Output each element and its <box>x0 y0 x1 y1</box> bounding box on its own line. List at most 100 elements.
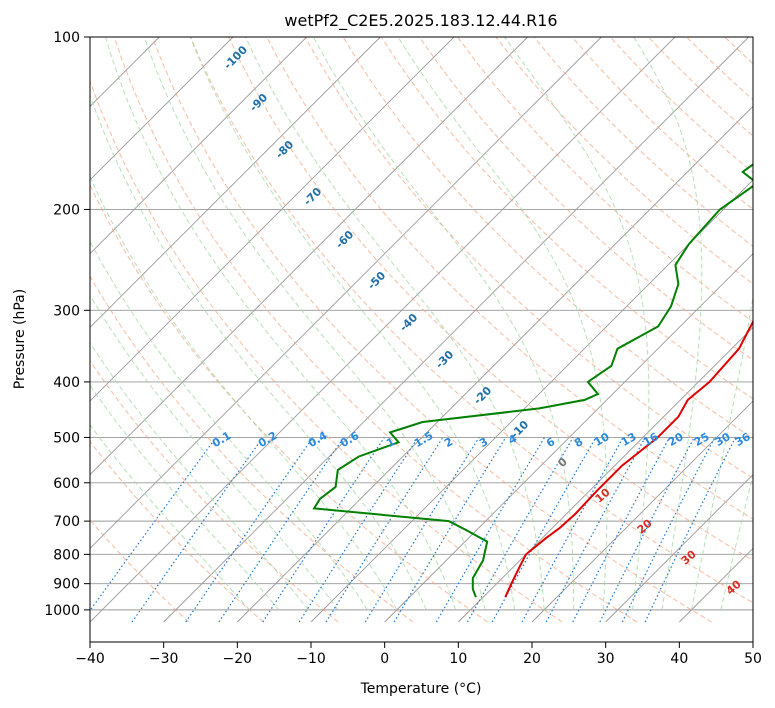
isotherm-line <box>90 37 234 181</box>
dry-adiabat-line <box>113 37 638 623</box>
x-tick-label: 0 <box>380 651 389 667</box>
moist-adiabat-line <box>312 37 575 610</box>
moist-adiabat-line <box>90 341 309 611</box>
isotherm-line <box>90 37 528 476</box>
isotherm-line <box>90 37 455 402</box>
moist-adiabat-line <box>189 37 516 610</box>
dry-adiabat-line <box>90 275 414 623</box>
mixing-ratio-label: 0.2 <box>256 429 279 450</box>
y-tick-label: 900 <box>53 577 80 593</box>
mixing-ratio-line <box>545 437 646 623</box>
moist-adiabat-line <box>633 37 703 610</box>
moist-adiabat-label: 0 <box>556 455 570 470</box>
y-tick-label: 500 <box>53 430 80 446</box>
isotherm-line <box>384 253 753 623</box>
y-tick-label: 300 <box>53 303 80 319</box>
y-tick-label: 200 <box>53 202 80 218</box>
y-tick-label: 800 <box>53 547 80 563</box>
temperature-profile <box>504 319 753 598</box>
x-tick-label: 10 <box>449 651 467 667</box>
moist-adiabat-line <box>105 37 457 611</box>
moist-adiabat-line <box>397 37 608 610</box>
moist-adiabat-label: 40 <box>724 577 744 597</box>
moist-adiabat-line <box>720 473 753 611</box>
mixing-ratio-label: 20 <box>666 430 686 449</box>
mixing-ratio-line <box>218 437 345 623</box>
dry-adiabat-label: -20 <box>471 384 494 407</box>
dry-adiabat-label: -70 <box>301 185 324 208</box>
y-axis-ticks: 100 200 300 400 500 600 700 800 900 1000 <box>44 30 90 619</box>
dry-adiabat-line <box>495 37 753 285</box>
x-tick-label: −40 <box>75 651 105 667</box>
x-tick-label: 40 <box>670 651 688 667</box>
moist-adiabat-line <box>90 423 250 611</box>
mixing-ratio-label: 0.6 <box>338 429 362 450</box>
dry-adiabat-line <box>648 37 753 137</box>
isotherm-line <box>90 37 602 549</box>
mixing-ratio-label: 30 <box>713 430 733 449</box>
dry-adiabat-label: -50 <box>365 269 388 292</box>
dry-adiabat-label: -40 <box>397 311 420 334</box>
mixing-ratio-line <box>325 437 444 623</box>
mixing-ratio-label: 36 <box>733 430 753 449</box>
dry-adiabat-line <box>90 359 339 623</box>
moist-adiabat-line <box>691 294 753 610</box>
mixing-ratio-line <box>621 437 716 623</box>
sounding-series <box>312 163 753 598</box>
isotherm-lines <box>90 37 753 623</box>
mixing-ratio-line <box>435 437 546 623</box>
mixing-ratio-line <box>262 437 385 623</box>
dry-adiabat-line <box>90 183 488 623</box>
isotherm-line <box>605 474 753 623</box>
moist-adiabat-line <box>245 37 545 610</box>
mixing-ratio-line <box>599 437 695 623</box>
y-tick-label: 100 <box>53 30 80 46</box>
dry-adiabat-label: -100 <box>221 43 250 72</box>
y-tick-label: 1000 <box>44 603 80 619</box>
dry-adiabat-line <box>90 519 190 623</box>
moist-adiabat-line <box>90 384 280 611</box>
mixing-ratio-label: 10 <box>592 430 612 449</box>
dry-adiabat-line <box>342 37 753 439</box>
dewpoint-profile <box>312 163 753 598</box>
isobar-lines <box>90 37 753 611</box>
dry-adiabat-line <box>571 37 753 210</box>
isotherm-line <box>752 621 753 623</box>
mixing-ratio-label: 0.1 <box>210 429 233 450</box>
dry-adiabat-line <box>304 37 753 479</box>
mixing-ratio-label: 16 <box>641 430 661 449</box>
x-tick-label: 50 <box>744 651 762 667</box>
dry-adiabat-label: -60 <box>333 228 356 251</box>
mixing-ratio-label: 0.4 <box>306 429 330 450</box>
x-tick-label: 20 <box>523 651 541 667</box>
mixing-ratio-line <box>131 437 264 623</box>
dry-adiabat-line <box>151 37 712 623</box>
dry-adiabat-line <box>90 79 563 623</box>
isotherm-line <box>531 400 753 623</box>
dry-adiabat-line <box>190 37 753 604</box>
mixing-ratio-line <box>572 437 671 623</box>
dry-adiabat-lines <box>90 37 775 623</box>
mixing-ratio-line <box>364 437 480 623</box>
isotherm-line <box>163 37 749 623</box>
y-axis-label: Pressure (hPa) <box>12 289 28 389</box>
x-tick-label: −10 <box>296 651 326 667</box>
isotherm-line <box>90 37 307 255</box>
mixing-ratio-line <box>90 437 217 612</box>
dry-adiabat-line <box>763 37 775 622</box>
isotherm-line <box>90 37 381 328</box>
isotherm-line <box>458 326 753 623</box>
plot-area: -100-90-80-70-60-50-40-30-20-100.1 0.2 0.4… <box>90 37 775 623</box>
isotherm-line <box>237 105 753 623</box>
y-tick-label: 400 <box>53 375 80 391</box>
mixing-ratio-line <box>466 437 574 623</box>
y-tick-label: 700 <box>53 514 80 530</box>
moist-adiabat-line <box>90 93 427 611</box>
moist-adiabat-lines <box>90 37 753 611</box>
x-tick-label: −30 <box>149 651 179 667</box>
dry-adiabat-line <box>418 37 753 361</box>
chart-title: wetPf2_C2E5.2025.183.12.44.R16 <box>284 11 557 31</box>
moist-adiabat-line <box>90 175 398 611</box>
mixing-ratio-line <box>185 437 314 623</box>
